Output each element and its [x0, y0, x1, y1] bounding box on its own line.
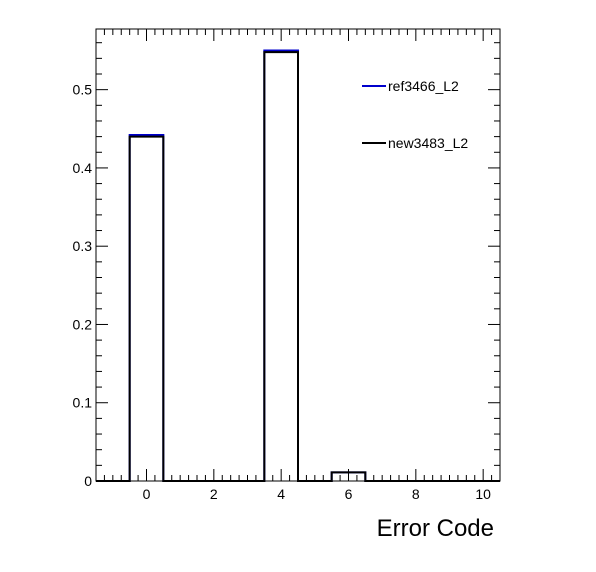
series-1-line: [96, 51, 500, 482]
y-tick-label: 0.2: [73, 316, 93, 332]
x-tick-label: 4: [277, 486, 285, 502]
series-0-bar-1: [130, 135, 164, 481]
x-tick-label: 6: [345, 486, 353, 502]
x-axis-title: Error Code: [377, 515, 494, 542]
x-tick-label: 2: [210, 486, 218, 502]
x-tick-label: 8: [412, 486, 420, 502]
y-tick-label: 0.4: [73, 160, 93, 176]
x-tick-label: 10: [475, 486, 491, 502]
y-tick-label: 0.3: [73, 238, 93, 254]
legend-label-0: ref3466_L2: [388, 78, 459, 94]
ticks-layer: [95, 29, 501, 482]
y-tick-label: 0.1: [73, 395, 93, 411]
series-0-bar-5: [264, 51, 298, 481]
y-tick-label: 0: [84, 473, 92, 489]
series-1-bar-5: [264, 52, 298, 481]
tick-labels: 0 2 4 6 8 10 0 0.1 0.2 0.3 0.4 0.5: [73, 82, 492, 502]
y-tick-label: 0.5: [73, 82, 93, 98]
bars-layer: [96, 49, 500, 482]
legend-label-1: new3483_L2: [388, 135, 468, 151]
series-1-bar-1: [130, 137, 164, 481]
legend: ref3466_L2 new3483_L2: [362, 78, 468, 151]
x-tick-label: 0: [143, 486, 151, 502]
